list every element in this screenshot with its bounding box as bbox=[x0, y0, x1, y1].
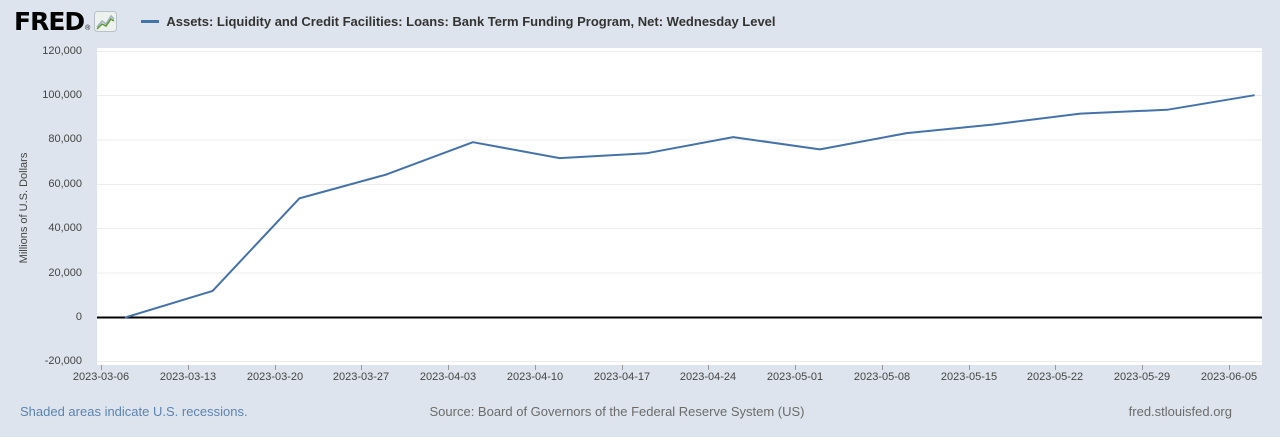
x-tick-label: 2023-05-01 bbox=[766, 371, 824, 383]
plot-area[interactable] bbox=[97, 48, 1262, 365]
y-tick-label: 20,000 bbox=[48, 267, 82, 279]
y-axis-title: Millions of U.S. Dollars bbox=[18, 152, 30, 264]
y-tick-label: 120,000 bbox=[42, 45, 82, 57]
x-tick-mark bbox=[795, 365, 796, 370]
x-tick-label: 2023-04-10 bbox=[506, 371, 564, 383]
x-tick-mark bbox=[622, 365, 623, 370]
x-tick-mark bbox=[708, 365, 709, 370]
x-tick-label: 2023-05-15 bbox=[940, 371, 998, 383]
x-tick-label: 2023-04-17 bbox=[593, 371, 651, 383]
x-tick-mark bbox=[1229, 365, 1230, 370]
x-tick-mark bbox=[448, 365, 449, 370]
legend-line-swatch bbox=[141, 19, 160, 23]
fred-site-link[interactable]: fred.stlouisfed.org bbox=[1128, 404, 1232, 419]
x-tick-mark bbox=[188, 365, 189, 370]
x-tick-mark bbox=[1055, 365, 1056, 370]
x-tick-mark bbox=[969, 365, 970, 370]
x-tick-mark bbox=[361, 365, 362, 370]
x-tick-label: 2023-03-13 bbox=[159, 371, 217, 383]
x-tick-mark bbox=[535, 365, 536, 370]
x-tick-label: 2023-05-22 bbox=[1026, 371, 1084, 383]
x-tick-label: 2023-05-08 bbox=[853, 371, 911, 383]
x-tick-label: 2023-03-20 bbox=[246, 371, 304, 383]
line-chart-svg bbox=[97, 50, 1262, 363]
fred-logo[interactable]: FRED ® bbox=[14, 6, 118, 36]
x-tick-mark bbox=[275, 365, 276, 370]
source-note: Source: Board of Governors of the Federa… bbox=[429, 404, 805, 419]
y-tick-label: 60,000 bbox=[48, 178, 82, 190]
fred-logo-text: FRED bbox=[14, 6, 85, 36]
chart-legend: Assets: Liquidity and Credit Facilities:… bbox=[141, 13, 776, 29]
chart-header: FRED ® Assets: Liquidity and Credit Faci… bbox=[14, 6, 776, 36]
x-tick-label: 2023-03-06 bbox=[72, 371, 130, 383]
fred-sparkline-icon bbox=[94, 10, 118, 32]
y-tick-label: 0 bbox=[75, 311, 82, 323]
x-tick-label: 2023-03-27 bbox=[332, 371, 390, 383]
series-title: Assets: Liquidity and Credit Facilities:… bbox=[166, 13, 776, 29]
x-tick-mark bbox=[101, 365, 102, 370]
x-tick-label: 2023-04-24 bbox=[679, 371, 737, 383]
y-tick-label: -20,000 bbox=[44, 355, 82, 367]
y-tick-label: 100,000 bbox=[42, 89, 82, 101]
x-tick-label: 2023-05-29 bbox=[1113, 371, 1171, 383]
x-tick-mark bbox=[1142, 365, 1143, 370]
recessions-link[interactable]: Shaded areas indicate U.S. recessions. bbox=[20, 404, 248, 419]
fred-logo-registered-mark: ® bbox=[85, 24, 91, 32]
x-tick-mark bbox=[882, 365, 883, 370]
y-tick-label: 40,000 bbox=[48, 222, 82, 234]
x-tick-label: 2023-04-03 bbox=[419, 371, 477, 383]
x-tick-label: 2023-06-05 bbox=[1200, 371, 1258, 383]
y-tick-label: 80,000 bbox=[48, 133, 82, 145]
